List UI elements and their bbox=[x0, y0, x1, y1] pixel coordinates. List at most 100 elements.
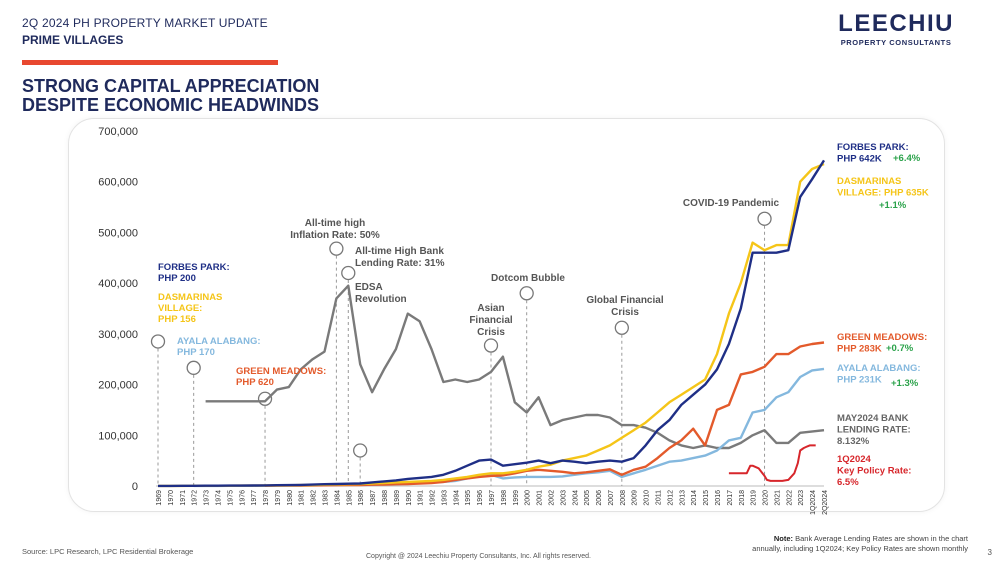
event-marker bbox=[614, 320, 629, 335]
policy-end-label: 6.5% bbox=[837, 477, 859, 488]
event-label: EDSA bbox=[355, 282, 383, 293]
x-tick-label: 1988 bbox=[382, 490, 389, 506]
headline-line-1: STRONG CAPITAL APPRECIATION bbox=[22, 76, 320, 96]
ayala-start-label: AYALA ALABANG: bbox=[177, 336, 261, 347]
lending-end-label: 8.132% bbox=[837, 436, 870, 447]
x-tick-label: 2021 bbox=[774, 490, 781, 506]
dasmarinas-change-label: +1.1% bbox=[879, 200, 907, 211]
note-line-1: Bank Average Lending Rates are shown in … bbox=[793, 534, 968, 543]
x-tick-label: 1977 bbox=[251, 490, 258, 506]
x-tick-label: 1987 bbox=[370, 490, 377, 506]
x-tick-label: 1982 bbox=[311, 490, 318, 506]
note-label: Note: bbox=[773, 534, 794, 543]
report-title: 2Q 2024 PH PROPERTY MARKET UPDATE bbox=[22, 16, 268, 30]
forbes-end-label: FORBES PARK: bbox=[837, 142, 909, 153]
ayala-change-label: +1.3% bbox=[891, 378, 919, 389]
x-tick-label: 1998 bbox=[501, 490, 508, 506]
dasmarinas-start-label: PHP 156 bbox=[158, 314, 196, 325]
x-tick-label: 1975 bbox=[227, 490, 234, 506]
logo-tagline: PROPERTY CONSULTANTS bbox=[840, 38, 952, 47]
x-tick-label: 1997 bbox=[489, 490, 496, 506]
x-tick-label: 1Q2024 bbox=[810, 490, 817, 515]
green-meadows-end-label: PHP 283K bbox=[837, 344, 882, 355]
green-meadows-end-label: GREEN MEADOWS: bbox=[837, 332, 927, 343]
company-logo: LEECHIU PROPERTY CONSULTANTS bbox=[838, 10, 954, 47]
dasmarinas-end-label: VILLAGE: PHP 635K bbox=[837, 188, 929, 199]
x-tick-label: 1981 bbox=[299, 490, 306, 506]
event-label: Crisis bbox=[477, 327, 505, 338]
event-marker bbox=[341, 265, 356, 281]
ayala-end-label: PHP 231K bbox=[837, 375, 882, 386]
page-number: 3 bbox=[987, 548, 992, 557]
x-tick-label: 1989 bbox=[394, 490, 401, 506]
headline: STRONG CAPITAL APPRECIATION DESPITE ECON… bbox=[22, 77, 319, 115]
y-tick-label: 300,000 bbox=[98, 329, 138, 341]
lending-end-label: LENDING RATE: bbox=[837, 425, 911, 436]
green-meadows-start-label: PHP 620 bbox=[236, 377, 274, 388]
x-tick-label: 1983 bbox=[323, 490, 330, 506]
note-line-2: annually, including 1Q2024; Key Policy R… bbox=[752, 544, 968, 553]
event-marker bbox=[257, 391, 273, 406]
x-tick-label: 2003 bbox=[560, 490, 567, 506]
forbes-start-label: FORBES PARK: bbox=[158, 262, 230, 273]
dasmarinas-start-label: DASMARINAS bbox=[158, 292, 222, 303]
forbes-line bbox=[158, 159, 826, 488]
x-tick-label: 1969 bbox=[156, 490, 163, 506]
x-tick-label: 2017 bbox=[727, 490, 734, 506]
x-tick-label: 1972 bbox=[192, 490, 199, 506]
x-tick-label: 2005 bbox=[584, 490, 591, 506]
event-label: All-time High Bank bbox=[355, 246, 444, 257]
x-tick-label: 2000 bbox=[525, 490, 532, 506]
forbes-end-label: PHP 642K bbox=[837, 154, 882, 165]
x-tick-label: 2014 bbox=[691, 490, 698, 506]
x-tick-label: 1991 bbox=[418, 490, 425, 506]
x-tick-label: 2018 bbox=[739, 490, 746, 506]
ayala-start-label: PHP 170 bbox=[177, 347, 215, 358]
y-tick-label: 500,000 bbox=[98, 227, 138, 239]
lending-end-label: MAY2024 BANK bbox=[837, 413, 909, 424]
x-tick-label: 2001 bbox=[537, 490, 544, 506]
x-tick-label: 2022 bbox=[786, 490, 793, 506]
ayala-end-label: AYALA ALABANG: bbox=[837, 363, 921, 374]
x-tick-label: 1973 bbox=[204, 490, 211, 506]
dasmarinas-start-label: VILLAGE: bbox=[158, 303, 202, 314]
x-tick-label: 1985 bbox=[346, 490, 353, 506]
x-tick-label: 2012 bbox=[667, 490, 674, 506]
x-tick-label: 1996 bbox=[477, 490, 484, 506]
event-marker bbox=[353, 443, 368, 458]
y-tick-label: 600,000 bbox=[98, 177, 138, 189]
x-tick-label: 2013 bbox=[679, 490, 686, 506]
x-tick-label: 2Q2024 bbox=[822, 490, 829, 515]
y-tick-label: 400,000 bbox=[98, 278, 138, 290]
dasmarinas-end-label: DASMARINAS bbox=[837, 176, 901, 187]
y-tick-label: 100,000 bbox=[98, 430, 138, 442]
x-tick-label: 1992 bbox=[430, 490, 437, 506]
green-meadows-start-label: GREEN MEADOWS: bbox=[236, 366, 326, 377]
x-tick-label: 1986 bbox=[358, 490, 365, 506]
x-tick-label: 1971 bbox=[180, 490, 187, 506]
chart-note: Note: Bank Average Lending Rates are sho… bbox=[658, 534, 968, 554]
event-label: Global Financial bbox=[586, 295, 663, 306]
policy-end-label: Key Policy Rate: bbox=[837, 466, 911, 477]
x-tick-label: 1970 bbox=[168, 490, 175, 506]
event-label: Asian bbox=[477, 303, 504, 314]
policy-rate-line bbox=[728, 444, 816, 482]
x-tick-label: 1999 bbox=[513, 490, 520, 506]
x-tick-label: 1974 bbox=[215, 490, 222, 506]
x-tick-label: 2020 bbox=[763, 490, 770, 506]
green-meadows-change-label: +0.7% bbox=[886, 343, 914, 354]
event-label: Inflation Rate: 50% bbox=[290, 230, 380, 241]
x-tick-label: 2007 bbox=[608, 490, 615, 506]
y-tick-label: 200,000 bbox=[98, 380, 138, 392]
event-marker bbox=[483, 338, 499, 353]
header-rule bbox=[22, 60, 278, 65]
event-marker bbox=[150, 334, 166, 349]
event-marker bbox=[329, 241, 344, 256]
forbes-start-label: PHP 200 bbox=[158, 273, 196, 284]
y-tick-label: 0 bbox=[132, 481, 138, 493]
x-tick-label: 1978 bbox=[263, 490, 270, 506]
x-tick-label: 1993 bbox=[441, 490, 448, 506]
event-label: Financial bbox=[469, 315, 513, 326]
x-tick-label: 1979 bbox=[275, 490, 282, 506]
